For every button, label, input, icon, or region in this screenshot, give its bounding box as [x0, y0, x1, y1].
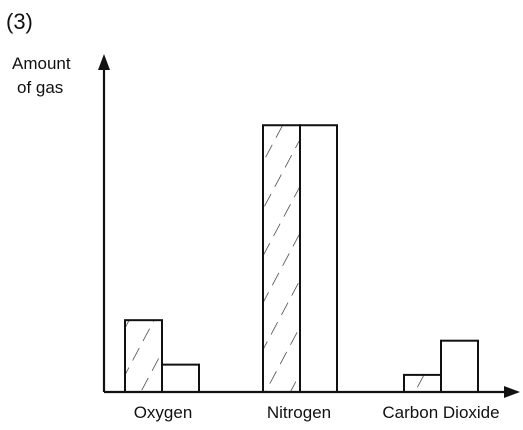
bar-oxygen-hatched: [124, 319, 163, 393]
question-number: (3): [6, 9, 33, 34]
y-axis-label-line-2: of gas: [17, 78, 63, 97]
bar-carbon-dioxide-plain: [440, 339, 479, 394]
x-tick-label: Oxygen: [134, 403, 193, 422]
bar-hatch-fill: [125, 320, 162, 392]
y-axis-arrow-icon: [98, 54, 110, 70]
y-axis-label-line-1: Amount: [12, 54, 71, 73]
bar-hatch-fill: [404, 374, 441, 392]
bar-nitrogen-plain: [299, 124, 338, 394]
bars-group: [124, 124, 479, 394]
bar-hatch-fill: [263, 125, 300, 393]
bar-oxygen-plain: [161, 363, 200, 394]
x-tick-label: Carbon Dioxide: [382, 403, 499, 422]
x-axis-arrow-icon: [504, 386, 520, 398]
x-tick-labels: Oxygen Nitrogen Carbon Dioxide: [134, 403, 500, 422]
x-tick-label: Nitrogen: [267, 403, 331, 422]
